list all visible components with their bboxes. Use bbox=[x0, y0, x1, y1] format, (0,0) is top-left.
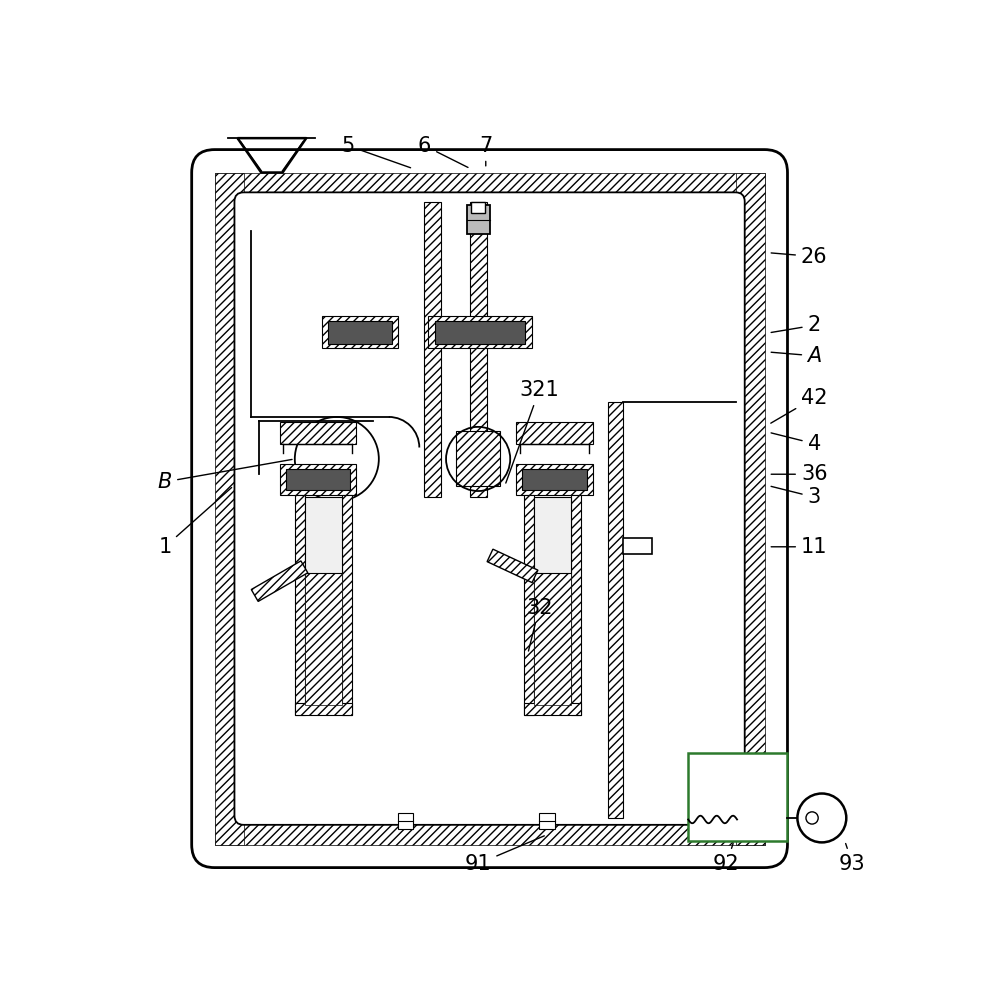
Bar bbox=[524, 495, 534, 715]
Bar bbox=[522, 469, 587, 490]
Bar bbox=[534, 497, 571, 573]
Text: 32: 32 bbox=[526, 598, 552, 651]
Text: B: B bbox=[158, 459, 292, 492]
Bar bbox=[215, 173, 244, 845]
Bar bbox=[608, 402, 623, 818]
Bar bbox=[424, 201, 441, 497]
Bar bbox=[428, 316, 532, 348]
Text: 92: 92 bbox=[713, 843, 740, 874]
Bar bbox=[280, 423, 356, 443]
Text: 93: 93 bbox=[839, 843, 866, 874]
Text: 7: 7 bbox=[479, 136, 492, 166]
Polygon shape bbox=[251, 560, 308, 601]
Bar bbox=[467, 205, 490, 234]
Text: 6: 6 bbox=[418, 136, 468, 168]
Text: 321: 321 bbox=[506, 380, 559, 483]
Text: 5: 5 bbox=[342, 136, 411, 168]
Text: 2: 2 bbox=[771, 315, 821, 335]
Bar bbox=[398, 813, 413, 828]
Bar bbox=[534, 573, 571, 705]
Bar bbox=[280, 464, 356, 495]
Bar bbox=[215, 173, 765, 201]
Text: 91: 91 bbox=[465, 836, 544, 874]
Text: A: A bbox=[771, 346, 821, 366]
Bar bbox=[295, 495, 305, 715]
FancyBboxPatch shape bbox=[234, 192, 745, 824]
Bar bbox=[516, 464, 593, 495]
Text: 36: 36 bbox=[771, 464, 828, 484]
Bar bbox=[435, 320, 525, 343]
Bar bbox=[688, 753, 787, 841]
FancyBboxPatch shape bbox=[192, 150, 787, 868]
Bar bbox=[342, 495, 352, 715]
Bar bbox=[286, 469, 350, 490]
Bar bbox=[456, 432, 500, 486]
Text: 3: 3 bbox=[771, 486, 821, 507]
Text: 26: 26 bbox=[771, 247, 828, 267]
Bar bbox=[539, 813, 555, 828]
Bar bbox=[571, 495, 581, 715]
Bar bbox=[623, 538, 652, 555]
Bar bbox=[471, 201, 485, 213]
Polygon shape bbox=[487, 550, 538, 582]
Bar bbox=[328, 320, 392, 343]
Text: 4: 4 bbox=[771, 433, 821, 453]
Text: 11: 11 bbox=[771, 537, 827, 557]
Bar bbox=[295, 703, 352, 715]
Bar bbox=[516, 423, 593, 443]
Bar bbox=[322, 316, 398, 348]
Text: 1: 1 bbox=[158, 487, 232, 557]
Bar bbox=[305, 573, 342, 705]
Bar bbox=[524, 703, 581, 715]
Bar bbox=[736, 173, 765, 845]
Text: 42: 42 bbox=[771, 388, 827, 424]
Bar bbox=[470, 201, 487, 497]
Bar bbox=[305, 497, 342, 573]
Bar bbox=[215, 815, 765, 845]
